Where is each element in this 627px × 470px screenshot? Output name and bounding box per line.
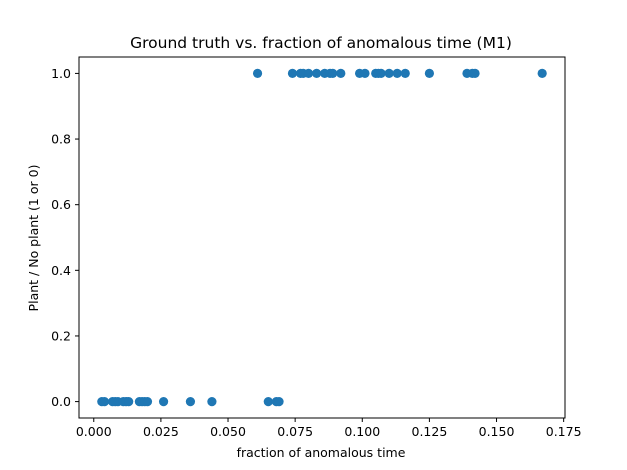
y-tick-label: 1.0 [51, 66, 71, 81]
data-point [392, 68, 402, 79]
x-tick-label: 0.025 [143, 424, 179, 439]
data-point [360, 68, 370, 79]
y-tick-label: 0.6 [51, 197, 71, 212]
data-point [124, 396, 134, 407]
x-tick-label: 0.150 [479, 424, 515, 439]
y-axis-ticks: 0.0 0.2 0.4 0.6 0.8 1.0 [51, 66, 79, 409]
y-tick-label: 0.8 [51, 132, 71, 147]
data-point [376, 68, 386, 79]
x-tick-label: 0.000 [76, 424, 112, 439]
x-tick-label: 0.075 [277, 424, 313, 439]
data-point [287, 68, 298, 79]
data-point [424, 68, 434, 79]
x-axis-ticks: 0.000 0.025 0.050 0.075 0.100 0.125 0.150 0.175 [76, 418, 582, 439]
data-points [97, 68, 547, 407]
plot-frame [78, 56, 566, 419]
data-point [207, 396, 217, 407]
data-point [312, 68, 322, 79]
data-point [400, 68, 410, 79]
x-tick-label: 0.125 [412, 424, 448, 439]
data-point [252, 68, 263, 79]
x-tick-label: 0.175 [546, 424, 582, 439]
data-point [328, 68, 338, 79]
data-point [303, 68, 314, 79]
data-point [158, 396, 169, 407]
y-tick-label: 0.0 [51, 394, 71, 409]
data-point [274, 396, 284, 407]
y-tick-label: 0.4 [51, 263, 71, 278]
x-tick-label: 0.100 [344, 424, 380, 439]
data-point [142, 396, 153, 407]
chart-title: Ground truth vs. fraction of anomalous t… [130, 34, 512, 52]
data-point [384, 68, 394, 79]
y-axis-label: Plant / No plant (1 or 0) [26, 165, 41, 312]
x-axis-label: fraction of anomalous time [237, 445, 406, 460]
data-point [336, 68, 346, 79]
data-point [470, 68, 480, 79]
data-point [537, 68, 547, 79]
data-point [99, 396, 110, 407]
x-tick-label: 0.050 [210, 424, 246, 439]
data-point [263, 396, 273, 407]
data-point [185, 396, 196, 407]
y-tick-label: 0.2 [51, 328, 71, 343]
